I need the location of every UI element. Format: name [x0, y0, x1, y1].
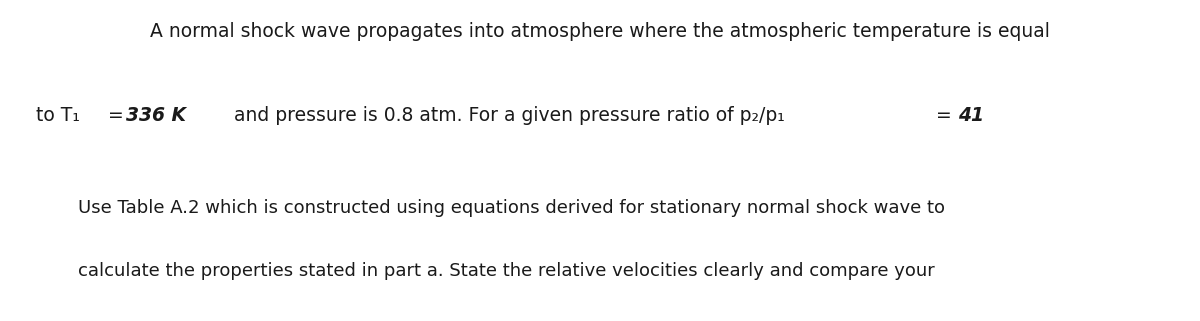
Text: =: = [924, 106, 958, 125]
Text: 41: 41 [958, 106, 984, 125]
Text: =: = [102, 106, 130, 125]
Text: to T₁: to T₁ [36, 106, 80, 125]
Text: Use Table A.2 which is constructed using equations derived for stationary normal: Use Table A.2 which is constructed using… [78, 199, 946, 217]
Text: A normal shock wave propagates into atmosphere where the atmospheric temperature: A normal shock wave propagates into atmo… [150, 22, 1050, 41]
Text: calculate the properties stated in part a. State the relative velocities clearly: calculate the properties stated in part … [78, 262, 935, 280]
Text: and pressure is 0.8 atm. For a given pressure ratio of p₂/p₁: and pressure is 0.8 atm. For a given pre… [210, 106, 785, 125]
Text: 336 K: 336 K [126, 106, 186, 125]
